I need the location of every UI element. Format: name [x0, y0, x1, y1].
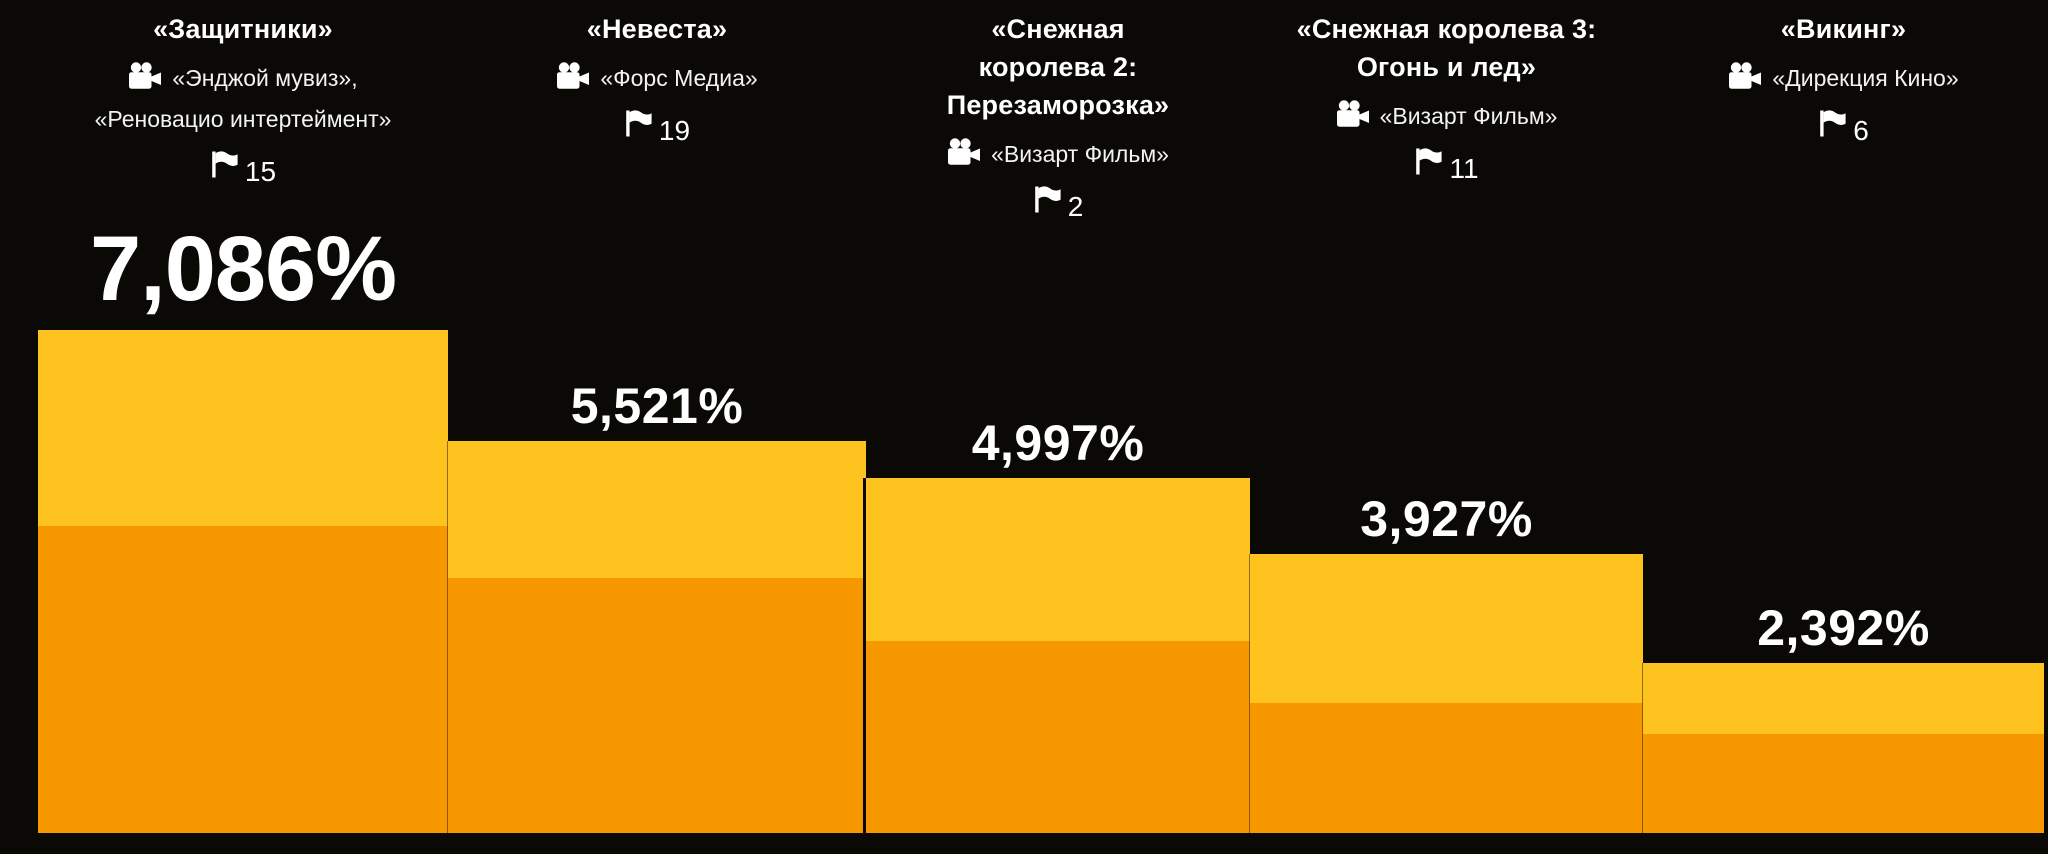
studio-name: «Реновацио интертеймент»: [94, 106, 392, 132]
bar-lower-segment: [1250, 703, 1643, 833]
camera-icon: [128, 61, 162, 96]
film-labels: «Викинг» «Дирекция Кино» 6: [1543, 10, 2048, 146]
flag-icon: [210, 150, 238, 185]
film-labels: «Снежная королева 3: Огонь и лед» «Визарт …: [1152, 10, 1742, 184]
percent-label: 5,521%: [570, 378, 744, 434]
bar-upper-segment: [1643, 663, 2044, 734]
film-studio: «Энджой мувиз»,: [0, 61, 551, 96]
bar-upper-segment: [38, 330, 448, 526]
flag-count: 11: [1449, 153, 1479, 184]
bar-upper-segment: [448, 441, 866, 578]
film-studio: «Визарт Фильм»: [770, 137, 1346, 172]
camera-icon: [947, 137, 981, 172]
film-title: Огонь и лед»: [1356, 52, 1537, 82]
film-labels: «Невеста» «Форс Медиа» 19: [344, 10, 971, 146]
studio-name: «Форс Медиа»: [600, 65, 758, 91]
film-title: Перезаморозка»: [946, 90, 1170, 120]
film-studio: «Дирекция Кино»: [1543, 61, 2048, 96]
bar: [1643, 663, 2044, 833]
flag-count: 15: [244, 156, 277, 187]
bar-lower-segment: [448, 578, 866, 833]
bar: [448, 441, 866, 833]
film-title: «Викинг»: [1780, 14, 1907, 44]
film-title: «Снежная: [991, 14, 1125, 44]
bar: [1250, 554, 1643, 833]
flag-count: 19: [658, 115, 691, 146]
percent-label: 7,086%: [89, 218, 397, 320]
film-column: «Снежная королева 2: Перезаморозка» «Визарт…: [866, 0, 1250, 854]
camera-icon: [556, 61, 590, 96]
flag-count: 6: [1853, 115, 1869, 146]
flag-count-row: 11: [1152, 147, 1742, 184]
flag-icon: [1033, 185, 1061, 220]
flag-icon: [1818, 109, 1846, 144]
flag-count-row: 15: [0, 150, 551, 187]
bar: [38, 330, 448, 833]
studio-name: «Визарт Фильм»: [1379, 103, 1558, 129]
studio-name: «Энджой мувиз»,: [172, 65, 358, 91]
film-column: «Снежная королева 3: Огонь и лед» «Визарт …: [1250, 0, 1643, 854]
bar-lower-segment: [38, 526, 448, 833]
film-labels: «Защитники» «Энджой мувиз», «Реновацио инт…: [0, 10, 551, 187]
film-column: «Невеста» «Форс Медиа» 19 5,521%: [448, 0, 866, 854]
film-column: «Викинг» «Дирекция Кино» 6 2,392%: [1643, 0, 2044, 854]
flag-icon: [1414, 147, 1443, 182]
camera-icon: [1336, 99, 1370, 134]
bar-lower-segment: [866, 641, 1250, 833]
bar-upper-segment: [1250, 554, 1643, 703]
bar-lower-segment: [1643, 734, 2044, 833]
flag-icon: [624, 109, 652, 144]
percent-label: 2,392%: [1757, 600, 1930, 656]
bar: [866, 478, 1250, 833]
flag-count-row: 6: [1543, 109, 2048, 146]
film-column: «Защитники» «Энджой мувиз», «Реновацио инт…: [38, 0, 448, 854]
camera-icon: [1728, 61, 1762, 96]
flag-count-row: 2: [770, 185, 1346, 222]
film-title: «Защитники»: [153, 14, 333, 44]
film-title: королева 2:: [978, 52, 1138, 82]
percent-label: 4,997%: [971, 415, 1145, 471]
film-title: «Невеста»: [586, 14, 728, 44]
flag-count-row: 19: [344, 109, 971, 146]
film-title: «Снежная королева 3:: [1296, 14, 1597, 44]
studio-name: «Визарт Фильм»: [991, 141, 1169, 167]
percent-label: 3,927%: [1360, 491, 1533, 547]
flag-count: 2: [1067, 191, 1084, 222]
film-studio: «Визарт Фильм»: [1152, 99, 1742, 134]
bar-upper-segment: [866, 478, 1250, 641]
film-labels: «Снежная королева 2: Перезаморозка» «Визарт…: [770, 10, 1346, 222]
studio-name: «Дирекция Кино»: [1772, 65, 1959, 91]
film-studio: «Форс Медиа»: [344, 61, 971, 96]
